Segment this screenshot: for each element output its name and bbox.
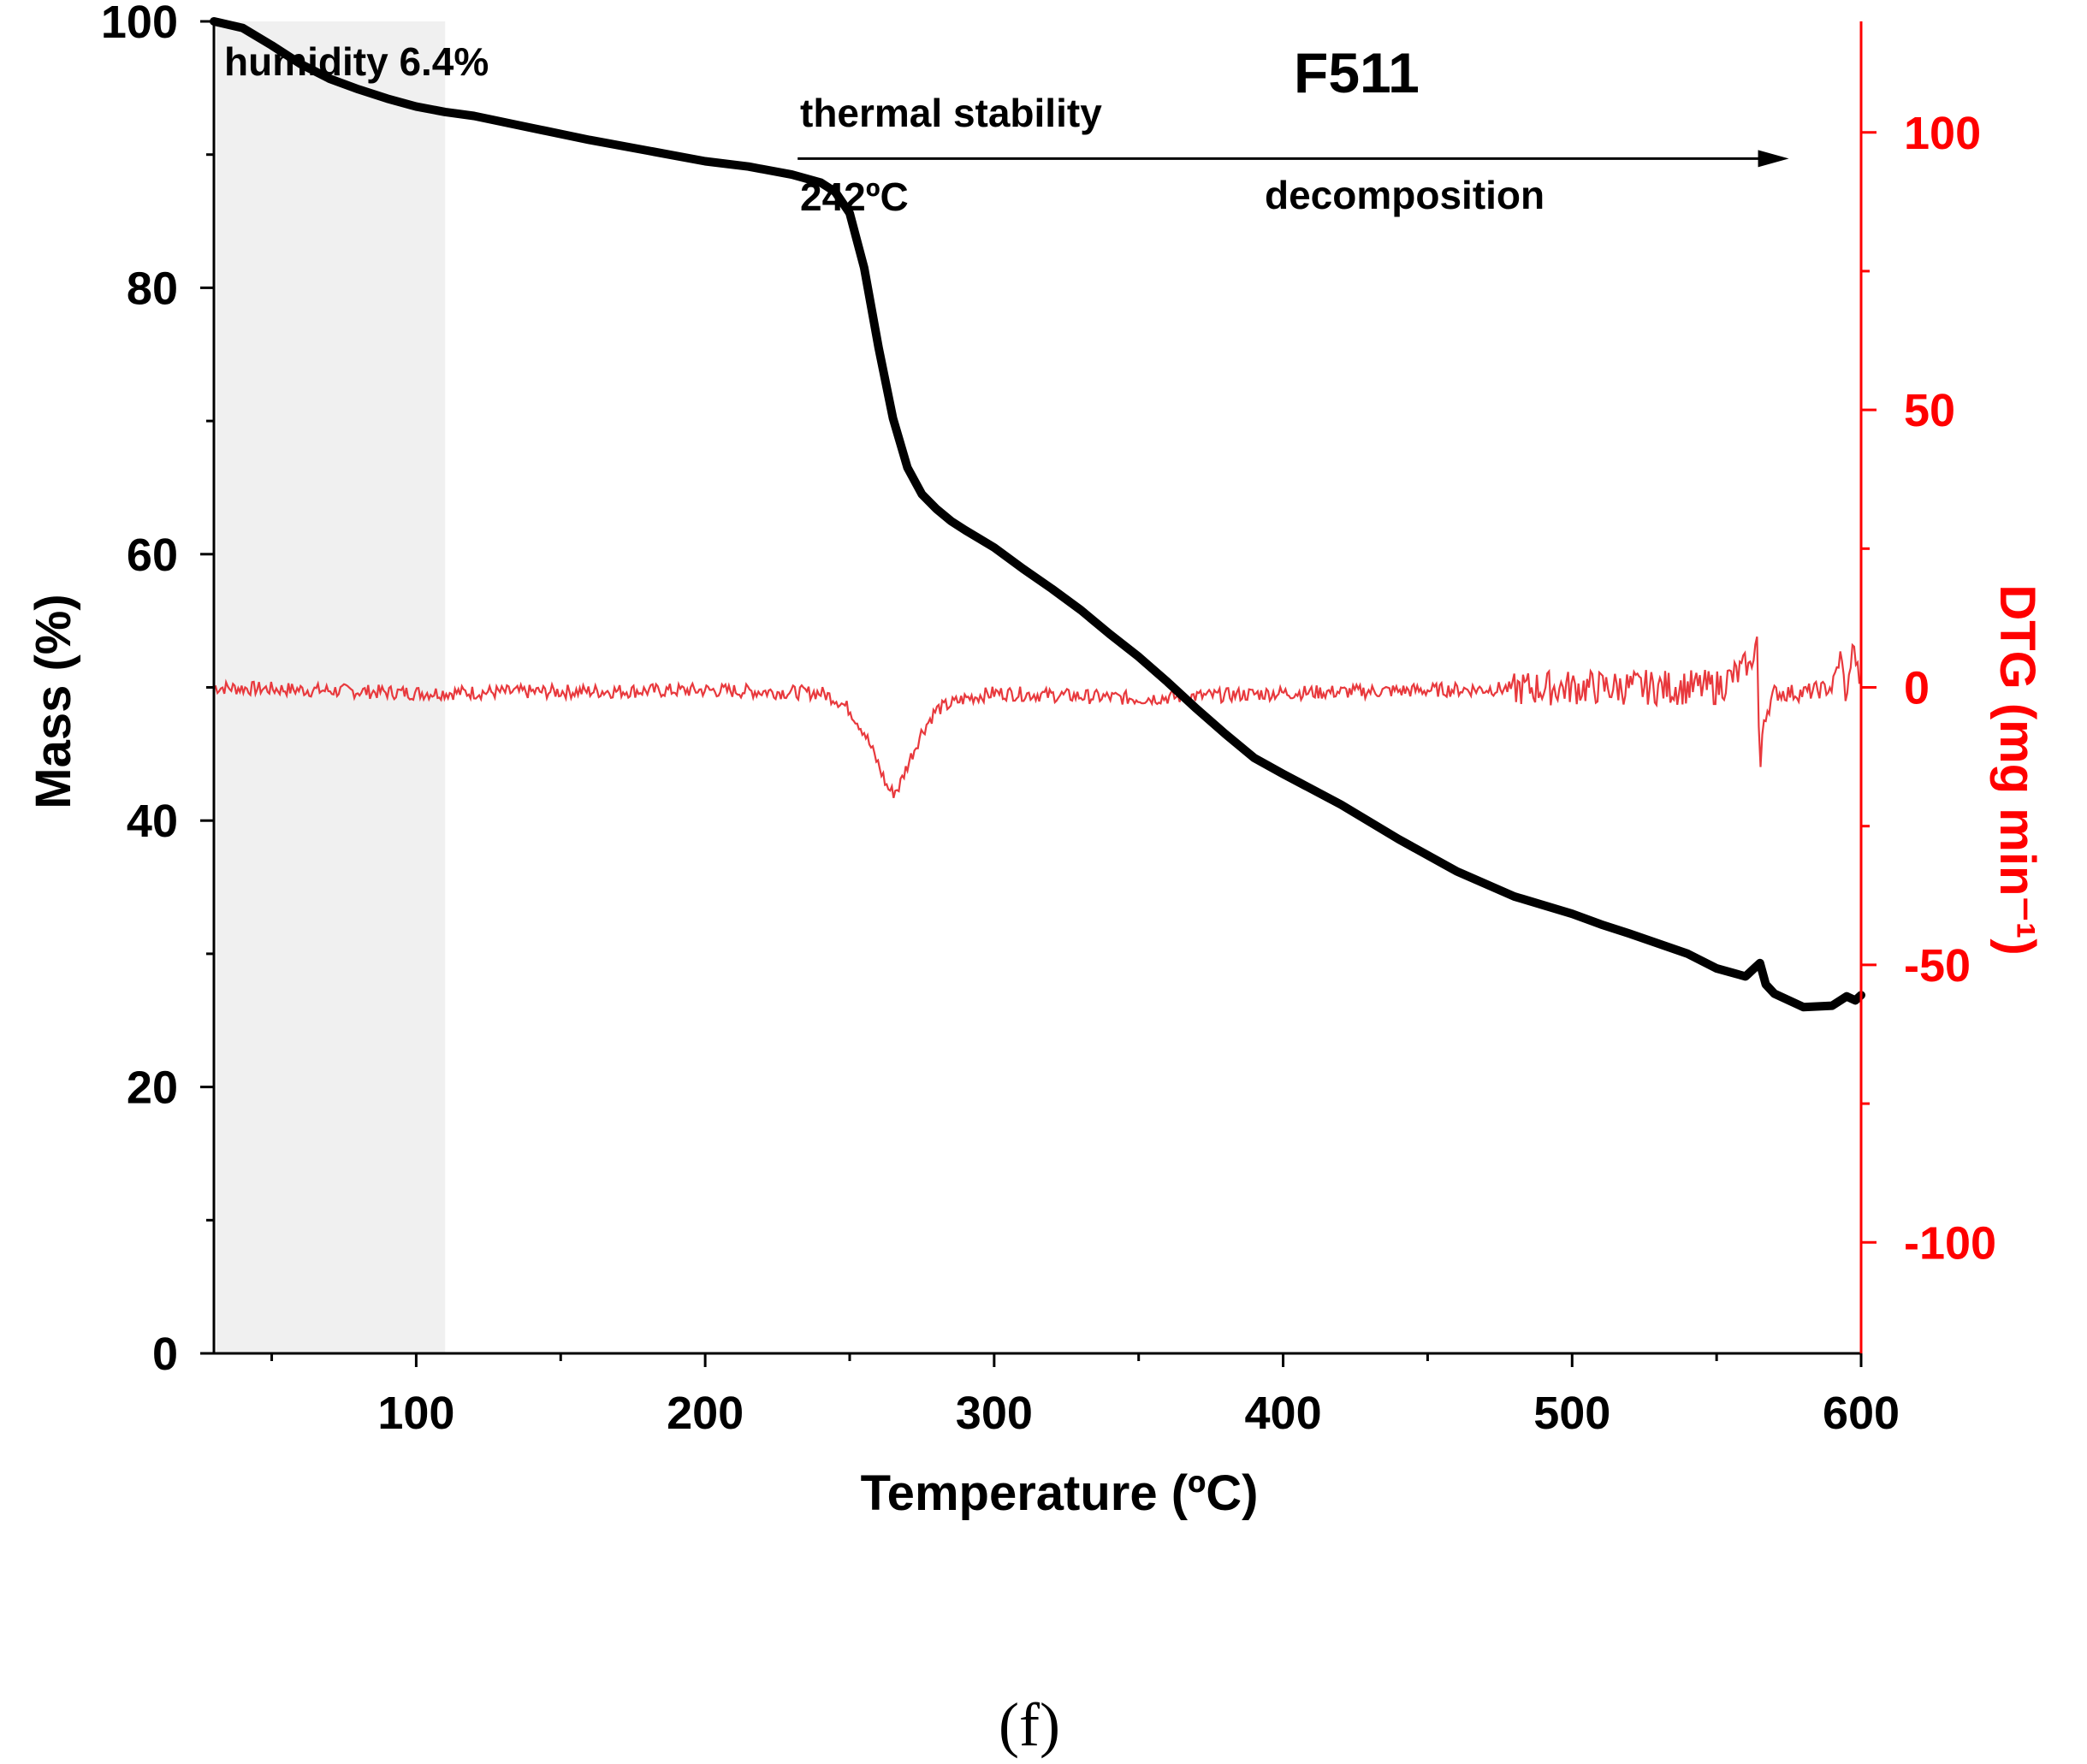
y-tick-label: 80: [127, 263, 178, 314]
y-tick-label: 0: [152, 1329, 178, 1380]
x-tick-label: 200: [667, 1388, 744, 1439]
humidity-label: humidity 6.4%: [224, 39, 489, 84]
y2-axis-title: DTG (mg min⁻¹): [1989, 584, 2045, 955]
decomposition-arrow-head: [1758, 150, 1789, 168]
y2-tick-label: -100: [1904, 1217, 1996, 1269]
y2-tick-label: 100: [1904, 108, 1981, 159]
x-tick-label: 600: [1823, 1388, 1900, 1439]
thermal-stability-label: thermal stability: [800, 91, 1102, 135]
y2-tick-label: 0: [1904, 663, 1930, 714]
y-tick-label: 20: [127, 1063, 178, 1114]
y2-tick-label: 50: [1904, 385, 1955, 436]
y-tick-label: 60: [127, 530, 178, 581]
y-tick-label: 40: [127, 796, 178, 847]
dtg-series-line: [213, 636, 1861, 798]
chart-title: F511: [1294, 41, 1420, 104]
x-tick-label: 300: [956, 1388, 1033, 1439]
y-tick-label: 100: [101, 0, 178, 48]
x-tick-label: 400: [1245, 1388, 1322, 1439]
x-axis-title: Temperature (ºC): [861, 1465, 1259, 1521]
x-tick-label: 100: [377, 1388, 454, 1439]
mass-series-line: [210, 17, 1865, 1012]
y-axis-title: Mass (%): [26, 594, 81, 808]
y2-tick-label: -50: [1904, 940, 1971, 992]
x-tick-label: 500: [1533, 1388, 1610, 1439]
decomposition-label: decomposition: [1265, 173, 1544, 217]
figure-caption: (f): [999, 1690, 1060, 1759]
onset-temperature-label: 242ºC: [800, 175, 909, 219]
